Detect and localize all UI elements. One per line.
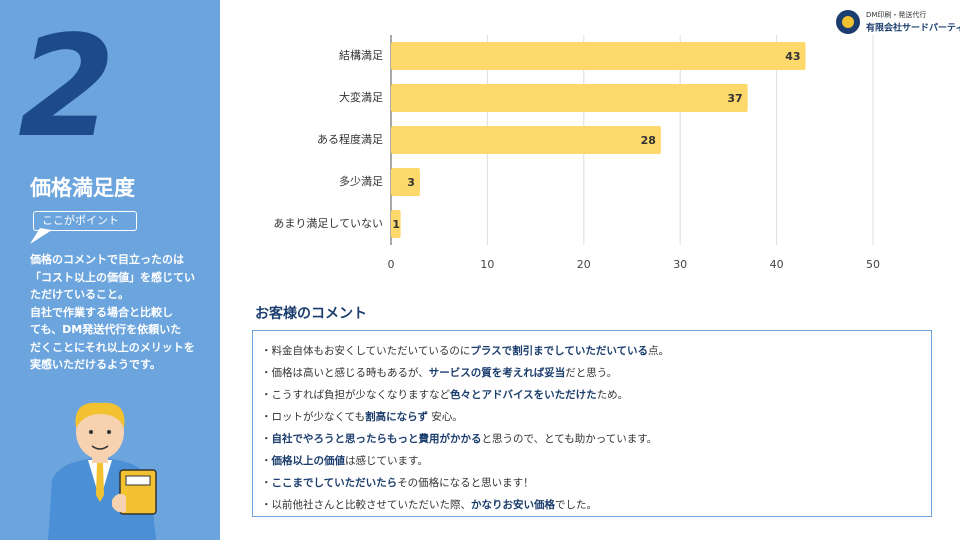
y-tick-label: ある程度満足 [317, 132, 383, 146]
value-label: 43 [785, 50, 800, 63]
y-tick-label: 多少満足 [339, 174, 383, 188]
comment-text: 割高にならず [365, 411, 428, 423]
comment-text: ・価格は高いと感じる時もあるが、 [261, 367, 429, 379]
y-tick-label: 大変満足 [339, 90, 383, 104]
comment-text: ・料金自体もお安くしていただいているのに [261, 345, 471, 357]
x-tick-label: 20 [577, 258, 591, 271]
x-tick-label: 10 [480, 258, 494, 271]
comment-text: だと思う。 [565, 367, 618, 379]
section-number: 2 [18, 6, 116, 169]
logo-company: 有限会社サードパーティー [866, 22, 960, 34]
comment-text: ・以前他社さんと比較させていただいた際、 [261, 499, 471, 511]
x-tick-label: 50 [866, 258, 880, 271]
comment-text: 点。 [648, 345, 670, 357]
logo: DM印刷・発送代行 有限会社サードパーティー [836, 10, 960, 34]
point-line: 価格のコメントで目立ったのは [30, 253, 184, 266]
value-label: 37 [727, 92, 742, 105]
comment-text: ・ [261, 477, 272, 489]
point-line: だくことにそれ以上のメリットを [30, 340, 195, 354]
point-line: 自社で作業する場合と比較し [30, 305, 173, 319]
point-line: ただけていること。 [30, 288, 129, 301]
point-line: ても、DM発送代行を依頼いた [30, 323, 182, 336]
comment-text: ・こうすれば負担が少なくなりますなど [261, 389, 450, 401]
comment-text: プラスで割引までしていただいている [470, 345, 649, 357]
comment-text: その価格になると思います！ [397, 477, 534, 489]
bar [391, 126, 661, 154]
y-tick-label: 結構満足 [339, 48, 383, 62]
x-tick-label: 40 [770, 258, 784, 271]
comment-text: ため。 [596, 389, 629, 401]
point-line: 実感いただけるようです。 [30, 358, 161, 371]
comment-text: でした。 [555, 499, 597, 511]
comment: ・自社でやろうと思ったらもっと費用がかかると思うので、とても助かっています。 [261, 428, 931, 450]
point-line: 「コスト以上の価値」を感じてい [30, 270, 195, 284]
y-tick-label: あまり満足していない [273, 217, 383, 230]
comments-heading: お客様のコメント [255, 306, 367, 322]
value-label: 3 [407, 176, 415, 189]
section-title: 価格満足度 [30, 176, 135, 200]
comment-text: は感じています。 [345, 455, 428, 467]
comment-text: 自社でやろうと思ったらもっと費用がかかる [271, 433, 482, 445]
bar [391, 210, 401, 238]
sidebar: 2 価格満足度 ここがポイント 価格のコメントで目立ったのは 「コスト以上の価値」… [0, 0, 220, 540]
comment-text: ・ロットが少なくても [261, 411, 366, 423]
comment: ・価格以上の価値は感じています。 [261, 450, 931, 472]
logo-tagline: DM印刷・発送代行 [866, 10, 926, 19]
value-label: 28 [641, 134, 656, 147]
comment: ・こうすれば負担が少なくなりますなど色々とアドバイスをいただけたため。 [261, 384, 931, 406]
comment-text: ・ [261, 433, 272, 445]
comment: ・ロットが少なくても割高にならず 安心。 [261, 406, 931, 428]
bar [391, 168, 420, 196]
comment-text: 安心。 [427, 411, 463, 423]
comment-text: サービスの質を考えれば妥当 [428, 367, 566, 379]
bar [391, 84, 748, 112]
comment: ・以前他社さんと比較させていただいた際、かなりお安い価格でした。 [261, 494, 931, 516]
comment: ・ここまでしていただいたらその価格になると思います！ [261, 472, 931, 494]
comments-box: ・料金自体もお安くしていただいているのにプラスで割引までしていただいている点。・… [252, 330, 932, 517]
chart: 0 10 20 30 40 50 結構満足 43 大変満足 37 ある程度満足 28 多少満足 3 あまり満… [273, 35, 880, 271]
comment: ・価格は高いと感じる時もあるが、サービスの質を考えれば妥当だと思う。 [261, 362, 931, 384]
comment: ・料金自体もお安くしていただいているのにプラスで割引までしていただいている点。 [261, 340, 931, 362]
comment-text: 色々とアドバイスをいただけた [450, 389, 597, 401]
comment-text: 価格以上の価値 [271, 455, 346, 467]
comment-text: と思うので、とても助かっています。 [481, 433, 658, 445]
bar [391, 42, 806, 70]
point-text: 価格のコメントで目立ったのは 「コスト以上の価値」を感じてい ただけていること。自社… [30, 251, 195, 374]
comment-text: かなりお安い価格 [471, 499, 555, 511]
comment-text: ・ [261, 455, 272, 467]
comment-text: ここまでしていただいたら [271, 477, 398, 489]
x-tick-label: 0 [388, 258, 395, 271]
value-label: 1 [392, 218, 400, 231]
point-badge: ここがポイント [33, 211, 137, 231]
x-tick-label: 30 [673, 258, 687, 271]
